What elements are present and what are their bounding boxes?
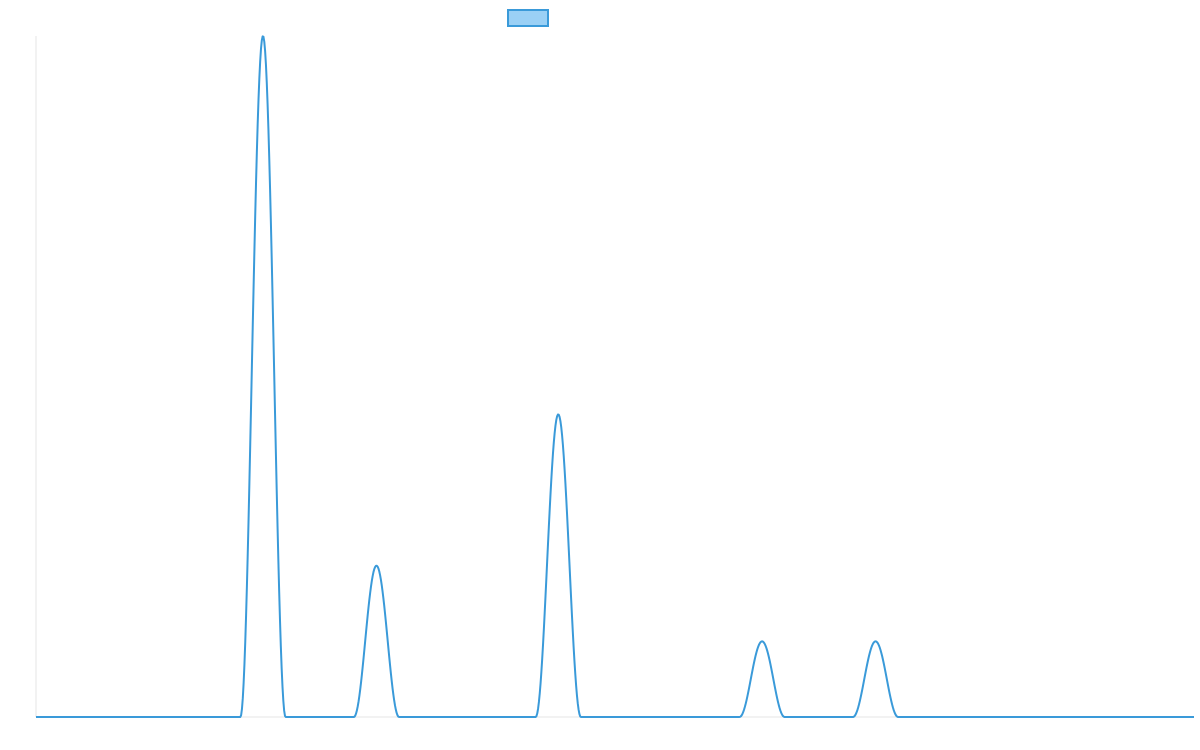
legend-swatch[interactable] [507,9,549,27]
series-line [35,35,1195,718]
